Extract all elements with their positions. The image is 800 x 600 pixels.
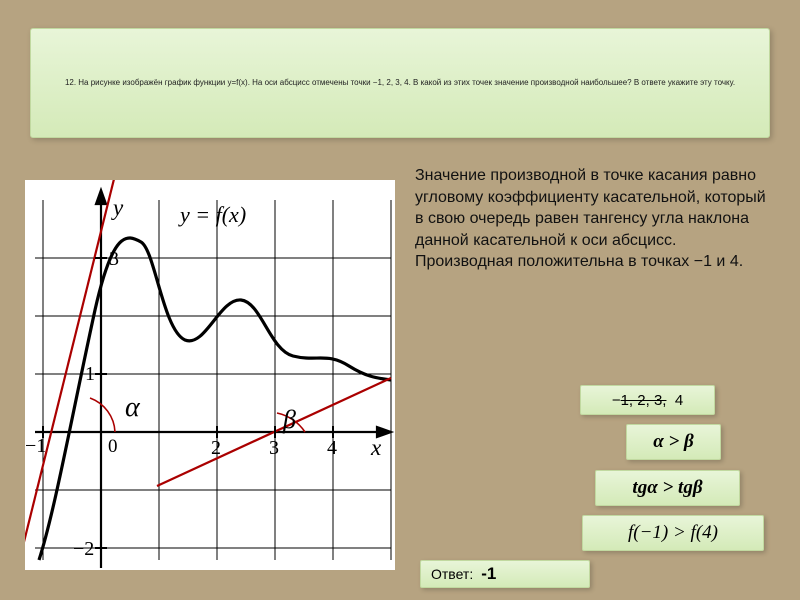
function-graph: y y = f(x) x 0 −1 2 3 4 3 1 −2 α β [25, 180, 395, 570]
xtick-4: 4 [327, 437, 337, 459]
formula-3-text: f(−1) > f(4) [628, 522, 718, 544]
problem-statement: 12. На рисунке изображён график функции … [65, 78, 735, 88]
formula-2-text: tgα > tgβ [632, 477, 702, 499]
formula-tg-alpha-gt-tg-beta: tgα > tgβ [595, 470, 740, 506]
alpha-label: α [125, 392, 141, 423]
struck-points: 1, 2, 3, [621, 392, 667, 409]
kept-point-first: − [612, 392, 621, 409]
xtick-3: 3 [269, 437, 279, 459]
origin-label: 0 [108, 436, 118, 457]
alpha-arc [90, 398, 115, 432]
points-elimination-box: −1, 2, 3, 4 [580, 385, 715, 415]
kept-point-last: 4 [675, 392, 683, 409]
tick-marks [43, 258, 333, 548]
formula-alpha-gt-beta: α > β [626, 424, 721, 460]
answer-box: Ответ: -1 [420, 560, 590, 588]
problem-statement-box: 12. На рисунке изображён график функции … [30, 28, 770, 138]
graph-svg: y y = f(x) x 0 −1 2 3 4 3 1 −2 α β [25, 180, 395, 570]
explanation-text: Значение производной в точке касания рав… [415, 165, 775, 273]
xtick-2: 2 [211, 437, 221, 459]
xtick-m1: −1 [25, 435, 46, 457]
answer-label: Ответ: [431, 566, 473, 582]
formula-f-comparison: f(−1) > f(4) [582, 515, 764, 551]
ytick-m2: −2 [73, 538, 94, 560]
formula-1-text: α > β [653, 431, 694, 453]
x-axis-label: x [370, 435, 382, 460]
ytick-3: 3 [109, 248, 119, 270]
beta-label: β [282, 405, 296, 434]
fn-label: y = f(x) [178, 202, 246, 227]
answer-value: -1 [481, 564, 496, 584]
y-axis-label: y [111, 195, 124, 220]
ytick-1: 1 [85, 363, 95, 385]
